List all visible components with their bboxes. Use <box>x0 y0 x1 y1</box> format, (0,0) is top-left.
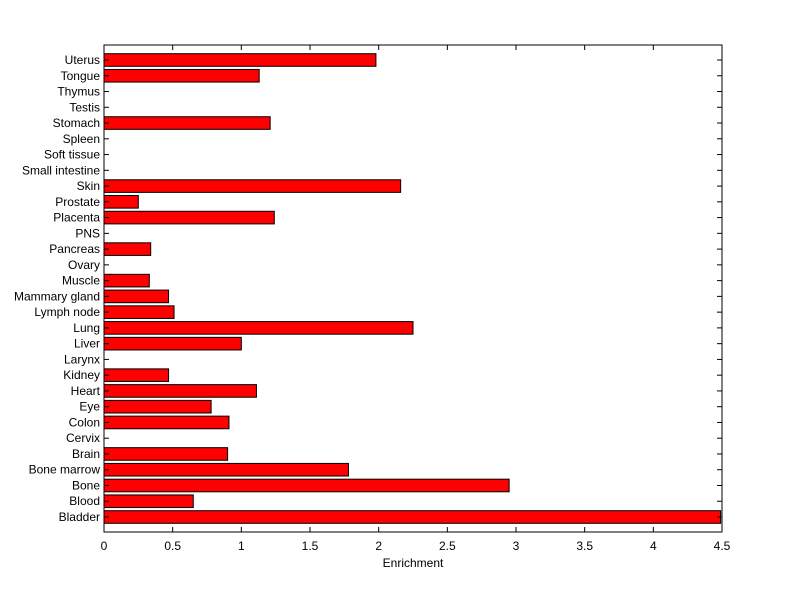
y-tick-label-ovary: Ovary <box>68 258 100 272</box>
y-tick-label-brain: Brain <box>72 447 100 461</box>
bar-tongue <box>103 68 260 83</box>
bar-lymph-node <box>103 305 175 319</box>
x-tick-label: 0.5 <box>164 539 181 553</box>
y-tick-label-liver: Liver <box>74 337 100 351</box>
bar-lung <box>103 321 414 335</box>
y-tick-label-heart: Heart <box>71 384 101 398</box>
y-tick-label-eye: Eye <box>79 400 100 414</box>
bar-heart <box>103 384 257 398</box>
y-tick-label-small-intestine: Small intestine <box>22 163 100 177</box>
y-tick-label-stomach: Stomach <box>53 116 100 130</box>
bar-bladder <box>103 510 722 524</box>
y-tick-label-cervix: Cervix <box>66 431 100 445</box>
plot-frame <box>103 44 723 533</box>
y-tick-label-kidney: Kidney <box>63 368 100 382</box>
x-tick-label: 1 <box>238 539 245 553</box>
bar-kidney <box>103 368 170 382</box>
bar-pancreas <box>103 242 152 256</box>
x-axis-label: Enrichment <box>383 556 444 570</box>
bar-eye <box>103 399 212 414</box>
x-tick-label: 3.5 <box>576 539 593 553</box>
y-tick-label-spleen: Spleen <box>63 132 100 146</box>
bar-colon <box>103 415 230 430</box>
y-tick-label-lung: Lung <box>73 321 100 335</box>
y-tick-label-lymph-node: Lymph node <box>34 305 100 319</box>
x-tick-label: 4 <box>650 539 657 553</box>
y-tick-label-placenta: Placenta <box>53 211 100 225</box>
x-tick-label: 0 <box>101 539 108 553</box>
y-tick-label-larynx: Larynx <box>64 352 100 366</box>
y-tick-label-uterus: Uterus <box>65 53 100 67</box>
x-tick-label: 4.5 <box>714 539 731 553</box>
y-tick-label-pns: PNS <box>75 226 100 240</box>
y-tick-label-skin: Skin <box>77 179 100 193</box>
y-tick-label-colon: Colon <box>69 415 100 429</box>
bar-bone-marrow <box>103 462 349 477</box>
bar-mammary-gland <box>103 289 170 304</box>
bar-prostate <box>103 195 139 209</box>
bar-brain <box>103 447 229 461</box>
bar-blood <box>103 494 194 509</box>
x-tick-label: 2 <box>375 539 382 553</box>
y-tick-label-bladder: Bladder <box>59 510 100 524</box>
bar-skin <box>103 179 402 193</box>
y-tick-label-testis: Testis <box>69 100 100 114</box>
y-tick-label-thymus: Thymus <box>57 85 100 99</box>
y-tick-label-muscle: Muscle <box>62 274 100 288</box>
bar-bone <box>103 478 510 493</box>
bar-uterus <box>103 53 377 67</box>
y-tick-label-bone-marrow: Bone marrow <box>29 463 101 477</box>
bar-stomach <box>103 116 271 130</box>
y-tick-label-pancreas: Pancreas <box>49 242 100 256</box>
y-tick-label-soft-tissue: Soft tissue <box>44 148 100 162</box>
y-tick-label-bone: Bone <box>72 478 100 492</box>
x-tick-label: 1.5 <box>302 539 319 553</box>
bar-muscle <box>103 273 150 288</box>
y-tick-label-mammary-gland: Mammary gland <box>14 289 100 303</box>
bar-placenta <box>103 210 275 225</box>
x-tick-label: 2.5 <box>439 539 456 553</box>
y-tick-label-blood: Blood <box>69 494 100 508</box>
y-tick-label-tongue: Tongue <box>61 69 101 83</box>
x-tick-label: 3 <box>513 539 520 553</box>
y-tick-label-prostate: Prostate <box>55 195 100 209</box>
bar-liver <box>103 336 242 351</box>
